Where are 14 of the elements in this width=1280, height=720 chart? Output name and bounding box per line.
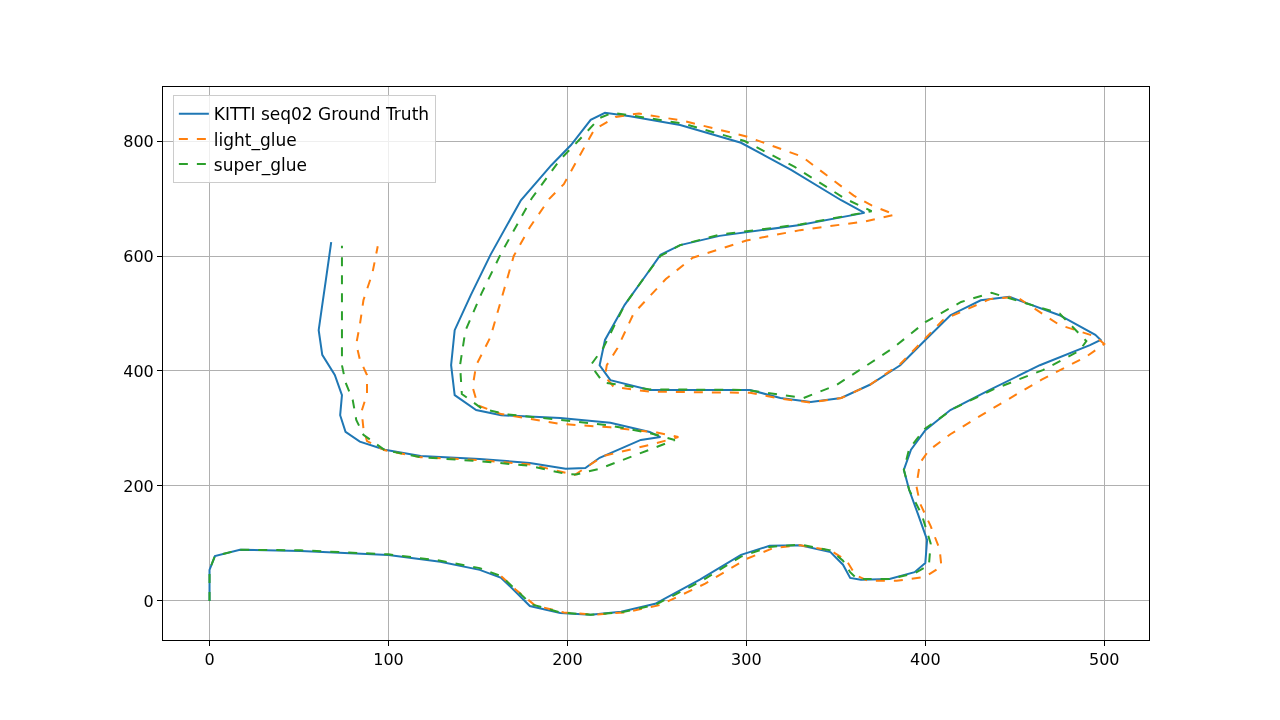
y-tick-label: 600: [123, 246, 154, 266]
y-tick-label: 800: [123, 131, 154, 151]
x-tick-label: 200: [552, 650, 583, 670]
x-tick-label: 300: [731, 650, 762, 670]
legend-label: light_glue: [213, 129, 297, 151]
legend-label: KITTI seq02 Ground Truth: [213, 104, 430, 125]
y-tick-label: 200: [123, 476, 154, 496]
y-tick-label: 0: [143, 591, 154, 611]
x-tick-label: 500: [1088, 650, 1120, 670]
y-tick-label: 400: [123, 361, 154, 381]
x-tick-label: 100: [373, 650, 404, 670]
legend-label: super_glue: [213, 154, 307, 176]
x-tick-label: 0: [204, 650, 215, 670]
x-tick-label: 400: [910, 650, 941, 670]
